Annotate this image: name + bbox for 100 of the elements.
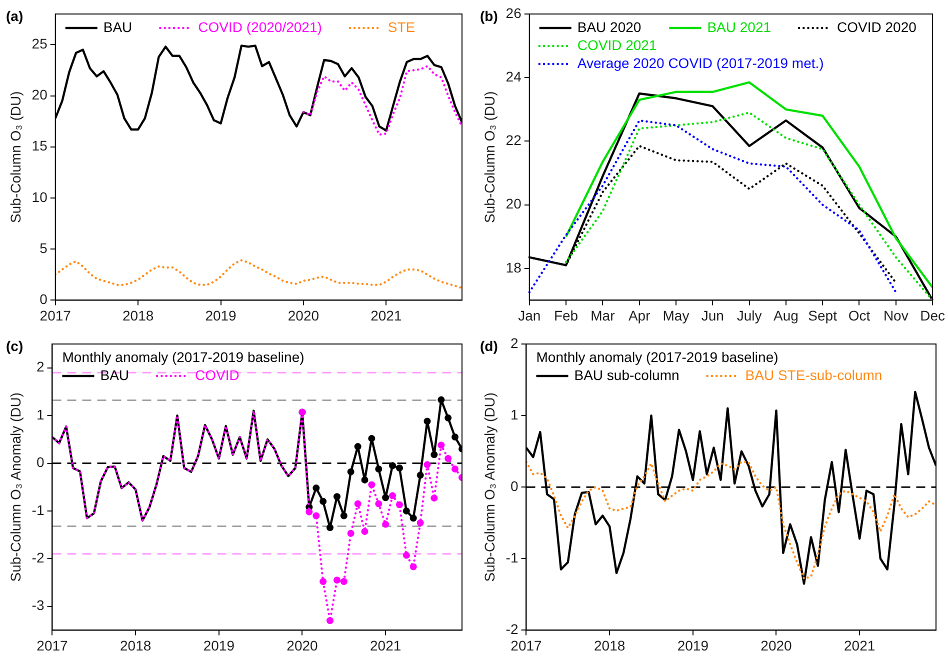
x-tick-label: 2020 (288, 307, 320, 324)
y-tick-label: 1 (510, 406, 518, 422)
x-tick-label: 2017 (40, 307, 72, 324)
x-tick-label: Nov (883, 307, 908, 324)
y-axis-title: Sub-Column O₃ (DU) (481, 91, 498, 223)
point (312, 484, 320, 492)
y-tick-label: 0 (36, 454, 44, 470)
point (368, 481, 376, 488)
y-tick-label: 0 (40, 291, 48, 308)
point (375, 465, 382, 472)
point (402, 507, 410, 514)
point (416, 519, 424, 526)
chart-title: (c) (6, 338, 24, 354)
point (361, 476, 368, 484)
point (382, 520, 390, 528)
x-tick-label: 2020 (286, 637, 318, 654)
point (375, 500, 382, 508)
line-series (526, 460, 936, 580)
point (396, 501, 403, 508)
legend-label: BAU 2021 (707, 18, 772, 35)
x-tick-label: 2021 (370, 307, 402, 324)
x-tick-label: 2019 (203, 637, 235, 654)
point (438, 396, 445, 404)
x-tick-label: Apr (628, 307, 651, 324)
point (416, 472, 424, 479)
point (444, 414, 452, 422)
point (340, 512, 348, 520)
point (320, 498, 327, 505)
y-tick-label: 10 (32, 188, 48, 205)
y-tick-label: 2 (36, 358, 44, 375)
line-series (528, 119, 897, 294)
point (354, 443, 362, 450)
y-tick-label: 18 (506, 259, 522, 276)
chart-title: (d) (480, 338, 498, 354)
legend-label: BAU (100, 366, 130, 383)
legend-label: COVID 2020 (837, 18, 917, 35)
x-tick-label: 2020 (760, 637, 792, 654)
point (354, 500, 362, 508)
legend-label: BAU (103, 18, 132, 35)
x-tick-label: Feb (554, 307, 578, 324)
x-tick-label: 2021 (844, 637, 876, 654)
x-tick-label: Mar (590, 307, 616, 324)
chart-title: (b) (480, 8, 498, 24)
x-tick-label: Aug (773, 307, 798, 324)
y-tick-label: -2 (506, 621, 518, 638)
point (424, 461, 431, 468)
x-tick-label: 2019 (205, 307, 237, 324)
y-axis-title: Sub-Column O₃ (DU) (7, 91, 24, 223)
point (396, 464, 403, 472)
y-tick-label: 20 (506, 196, 522, 212)
x-tick-label: 2017 (510, 637, 542, 654)
point (326, 617, 334, 624)
line-series (55, 259, 462, 290)
x-tick-label: July (736, 307, 762, 324)
point (438, 442, 445, 449)
point (389, 492, 396, 500)
x-tick-label: 2018 (594, 637, 626, 654)
legend-label: BAU STE-sub-column (745, 366, 882, 383)
x-tick-label: 2018 (122, 307, 154, 324)
point (306, 508, 313, 516)
point (452, 465, 458, 472)
legend-label: BAU 2020 (577, 18, 642, 35)
point (424, 418, 431, 425)
y-tick-label: -1 (506, 550, 518, 566)
y-tick-label: 26 (506, 4, 522, 21)
point (361, 528, 368, 535)
point (334, 493, 340, 500)
y-tick-label: 24 (506, 68, 522, 84)
x-tick-label: 2019 (677, 637, 709, 654)
point (430, 494, 438, 502)
legend-label: STE (388, 18, 416, 35)
legend-title: Monthly anomaly (2017-2019 baseline) (62, 348, 304, 365)
y-tick-label: 15 (32, 138, 48, 154)
y-tick-label: -3 (32, 597, 44, 614)
x-tick-label: 2018 (120, 637, 152, 654)
point (444, 454, 452, 462)
legend-label: COVID 2021 (577, 36, 657, 53)
chart-title: (a) (6, 8, 24, 24)
legend-label: COVID (195, 366, 240, 383)
point (402, 552, 410, 559)
line-series (302, 65, 462, 136)
x-tick-label: Jun (701, 307, 724, 324)
y-axis-title: Sub-Column O₃ Anomaly (DU) (481, 392, 498, 582)
point (312, 512, 320, 520)
x-tick-label: Oct (848, 307, 870, 324)
line-series (564, 111, 934, 300)
point (410, 563, 417, 570)
y-tick-label: 2 (510, 334, 518, 351)
x-tick-label: 2017 (36, 637, 68, 654)
point (368, 434, 376, 442)
x-tick-label: May (662, 307, 690, 324)
point (340, 578, 348, 586)
point (410, 514, 417, 522)
legend-label: COVID (2020/2021) (198, 18, 322, 35)
y-tick-label: -2 (32, 550, 44, 566)
x-tick-label: 2021 (370, 637, 402, 654)
point (389, 462, 396, 470)
point (320, 578, 327, 586)
point (382, 494, 390, 502)
y-tick-label: 20 (32, 86, 48, 103)
